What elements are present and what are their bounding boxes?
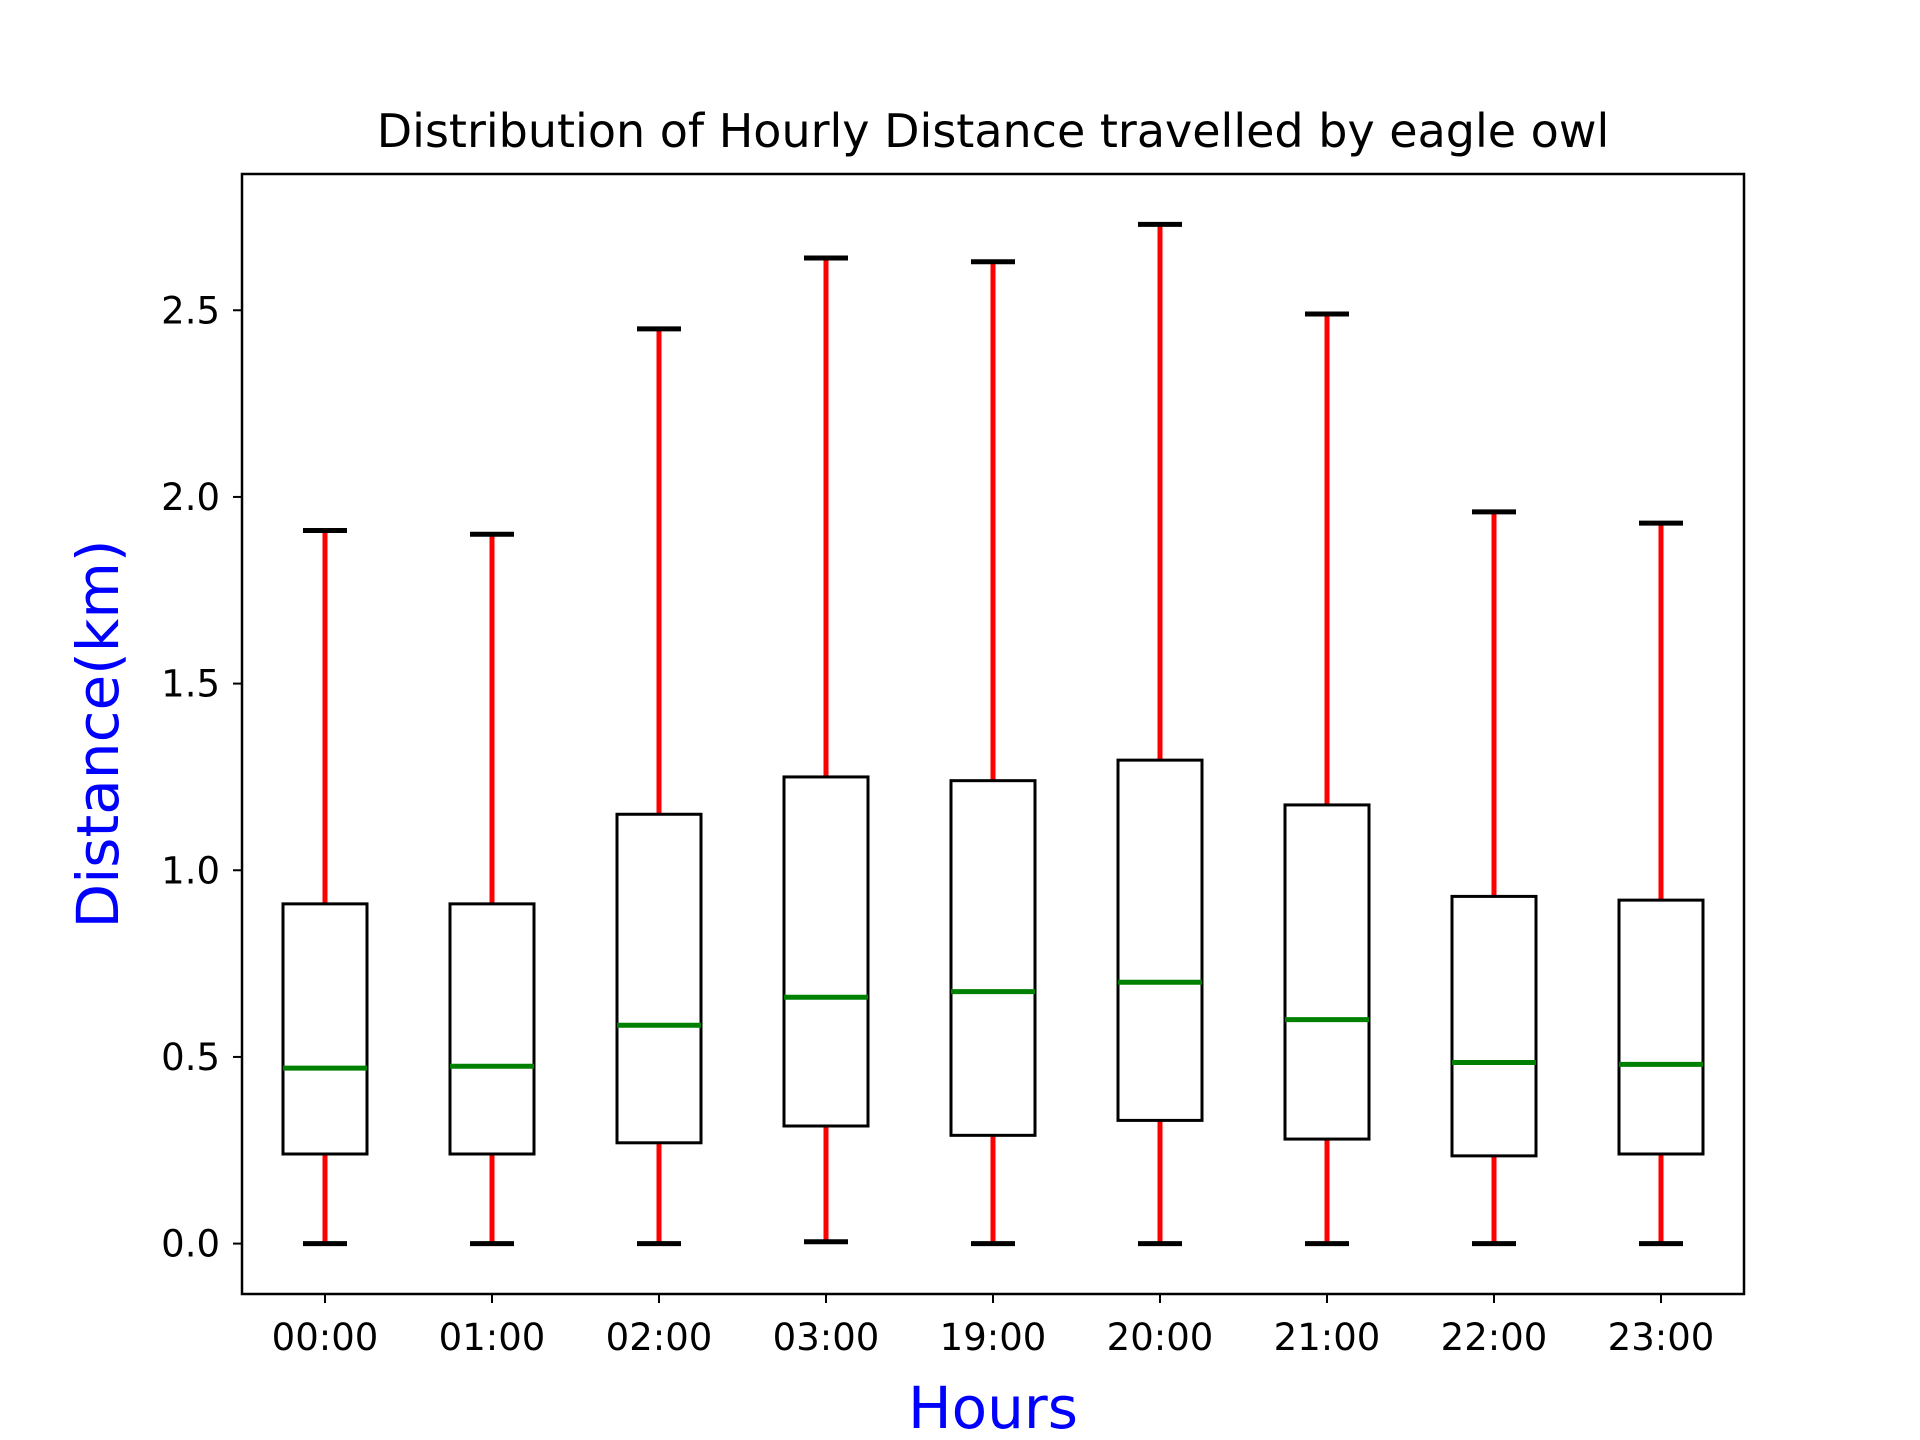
box-group-2300 [1617,520,1705,1247]
boxes-layer [281,221,1705,1247]
box-iqr [1617,898,1705,1156]
box-group-0100 [448,531,536,1247]
y-tick-label: 2.5 [161,289,220,332]
y-tick-label: 2.0 [161,476,220,519]
x-axis-ticks: 00:00 01:00 02:00 03:00 19:00 20:00 21:00 22:00… [272,1294,1715,1359]
x-tick-label: 03:00 [773,1316,880,1359]
box-iqr [1116,758,1204,1122]
box-group-1900 [949,259,1037,1247]
box-iqr [1450,894,1538,1158]
chart-title: Distribution of Hourly Distance travelle… [377,104,1609,158]
box-iqr [615,812,703,1145]
y-axis-ticks: 0.0 0.5 1.0 1.5 2.0 2.5 [161,289,242,1266]
box-group-2000 [1116,221,1204,1247]
box-iqr [949,779,1037,1137]
x-tick-label: 19:00 [940,1316,1047,1359]
y-tick-label: 1.5 [161,663,220,706]
box-group-0000 [281,528,369,1247]
y-tick-label: 0.0 [161,1223,220,1266]
x-axis-label: Hours [908,1374,1078,1440]
y-tick-label: 1.0 [161,849,220,892]
x-tick-label: 21:00 [1274,1316,1381,1359]
box-group-2200 [1450,509,1538,1247]
box-iqr [1283,803,1371,1141]
box-iqr [782,775,870,1128]
box-iqr [281,902,369,1156]
x-tick-label: 20:00 [1107,1316,1214,1359]
box-group-0300 [782,255,870,1245]
x-tick-label: 00:00 [272,1316,379,1359]
x-tick-label: 23:00 [1608,1316,1715,1359]
plot-frame [240,172,1746,1296]
x-tick-label: 02:00 [606,1316,713,1359]
y-tick-label: 0.5 [161,1036,220,1079]
y-axis-label: Distance(km) [64,540,132,929]
box-iqr [448,902,536,1156]
x-tick-label: 22:00 [1441,1316,1548,1359]
box-group-0200 [615,326,703,1247]
x-tick-label: 01:00 [439,1316,546,1359]
box-group-2100 [1283,311,1371,1247]
